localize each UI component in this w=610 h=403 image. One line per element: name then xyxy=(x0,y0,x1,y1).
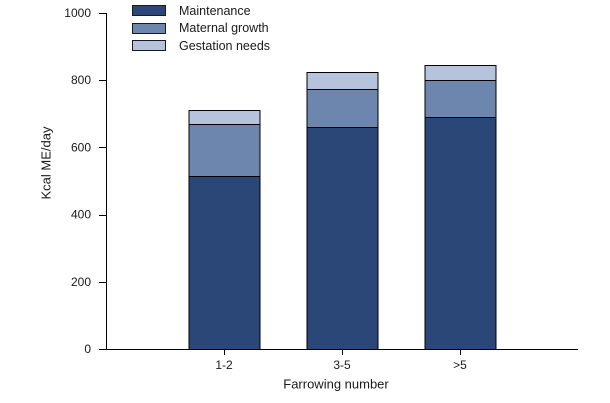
y-tick-label: 200 xyxy=(71,275,91,289)
y-axis-title: Kcal ME/day xyxy=(38,126,54,200)
legend-label-maintenance: Maintenance xyxy=(179,3,251,18)
bar-segment-maternal-growth xyxy=(306,89,379,128)
legend-swatch-gestation-needs xyxy=(132,40,166,52)
bar-segment-gestation-needs xyxy=(306,72,379,90)
bar-segment-maternal-growth xyxy=(188,124,261,177)
legend: Maintenance Maternal growth Gestation ne… xyxy=(132,2,270,55)
y-tick-label: 800 xyxy=(71,73,91,87)
legend-swatch-maintenance xyxy=(132,5,166,17)
y-tick-label: 1000 xyxy=(64,6,91,20)
legend-label-maternal-growth: Maternal growth xyxy=(179,21,269,36)
legend-label-gestation-needs: Gestation needs xyxy=(179,38,271,53)
legend-item-maternal-growth: Maternal growth xyxy=(132,20,270,38)
y-tick-label: 600 xyxy=(71,140,91,154)
legend-item-gestation-needs: Gestation needs xyxy=(132,37,270,55)
bar-segment-maintenance xyxy=(306,127,379,350)
bar-segment-maternal-growth xyxy=(424,80,497,118)
x-axis-title: Farrowing number xyxy=(283,376,389,392)
y-tick-label: 400 xyxy=(71,208,91,222)
x-tick-label: 1-2 xyxy=(215,358,233,372)
x-tick-label: 3-5 xyxy=(333,358,351,372)
legend-swatch-maternal-growth xyxy=(132,22,166,34)
x-tick-label: >5 xyxy=(453,358,467,372)
bar-segment-gestation-needs xyxy=(424,65,497,81)
legend-item-maintenance: Maintenance xyxy=(132,2,270,20)
bar-segment-maintenance xyxy=(188,176,261,350)
bar-segment-gestation-needs xyxy=(188,110,261,125)
y-tick-label: 0 xyxy=(84,342,91,356)
bar-segment-maintenance xyxy=(424,117,497,350)
